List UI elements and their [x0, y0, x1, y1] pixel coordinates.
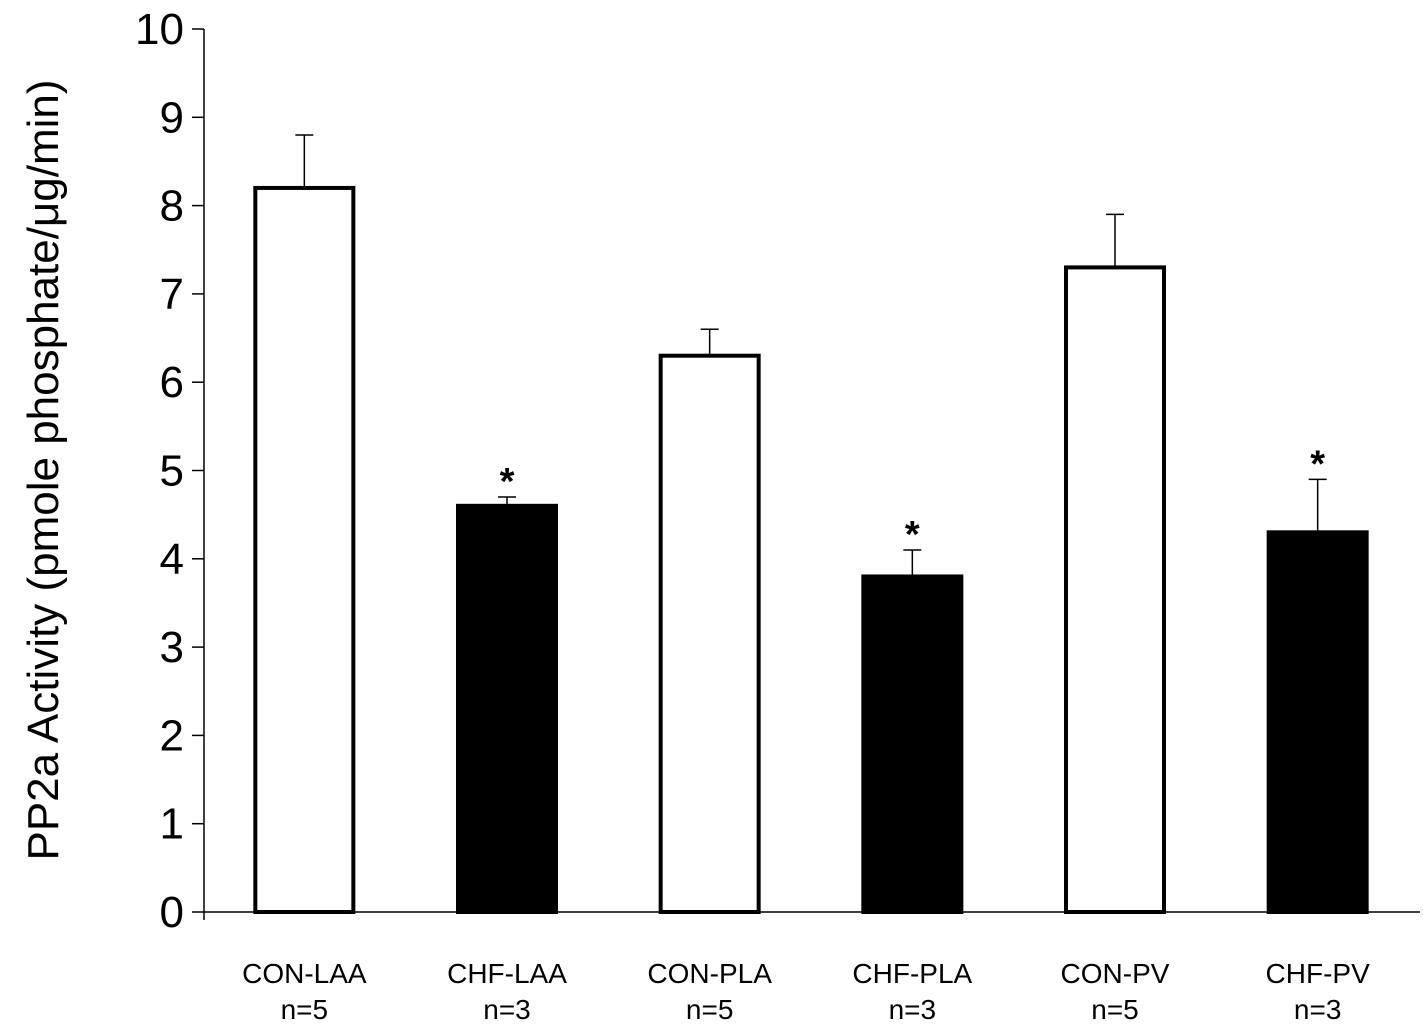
significance-marker: * [905, 514, 920, 556]
category-n-label: n=3 [889, 994, 937, 1025]
y-tick-label: 10 [135, 5, 184, 54]
y-tick-label: 4 [160, 535, 184, 584]
y-tick-label: 1 [160, 800, 184, 849]
bar [658, 353, 761, 914]
category-label: CHF-PLA [852, 958, 972, 989]
category-n-label: n=5 [281, 994, 329, 1025]
category-label: CON-PLA [647, 958, 772, 989]
category-n-label: n=5 [686, 994, 734, 1025]
bars-group: * * * [253, 134, 1369, 915]
bar [1266, 530, 1369, 914]
category-label: CON-LAA [242, 958, 367, 989]
y-tick-label: 0 [160, 888, 184, 937]
category-n-label: n=5 [1091, 994, 1139, 1025]
bar [1064, 265, 1166, 915]
category-label: CHF-LAA [447, 958, 567, 989]
y-tick-label: 7 [160, 270, 184, 319]
y-axis: 0 1 2 3 4 5 6 7 8 9 10 [135, 5, 205, 937]
x-axis [203, 911, 1420, 920]
category-label: CON-PV [1061, 958, 1170, 989]
bar [456, 503, 558, 914]
y-tick-label: 9 [160, 93, 184, 142]
category-label: CHF-PV [1266, 958, 1371, 989]
bar [861, 574, 964, 915]
y-tick-label: 8 [160, 182, 184, 231]
category-n-label: n=3 [1294, 994, 1342, 1025]
y-tick-label: 6 [160, 358, 184, 407]
significance-marker: * [500, 461, 515, 503]
y-tick-label: 3 [160, 623, 184, 672]
y-tick-label: 2 [160, 711, 184, 760]
category-n-label: n=3 [483, 994, 531, 1025]
y-tick-label: 5 [160, 447, 184, 496]
y-axis-title: PP2a Activity (pmole phosphate/μg/min) [19, 79, 68, 860]
significance-marker: * [1310, 443, 1325, 485]
bar [253, 185, 356, 914]
category-labels: CON-LAA n=5 CHF-LAA n=3 CON-PLA n=5 CHF-PLA n=3… [242, 958, 1370, 1025]
